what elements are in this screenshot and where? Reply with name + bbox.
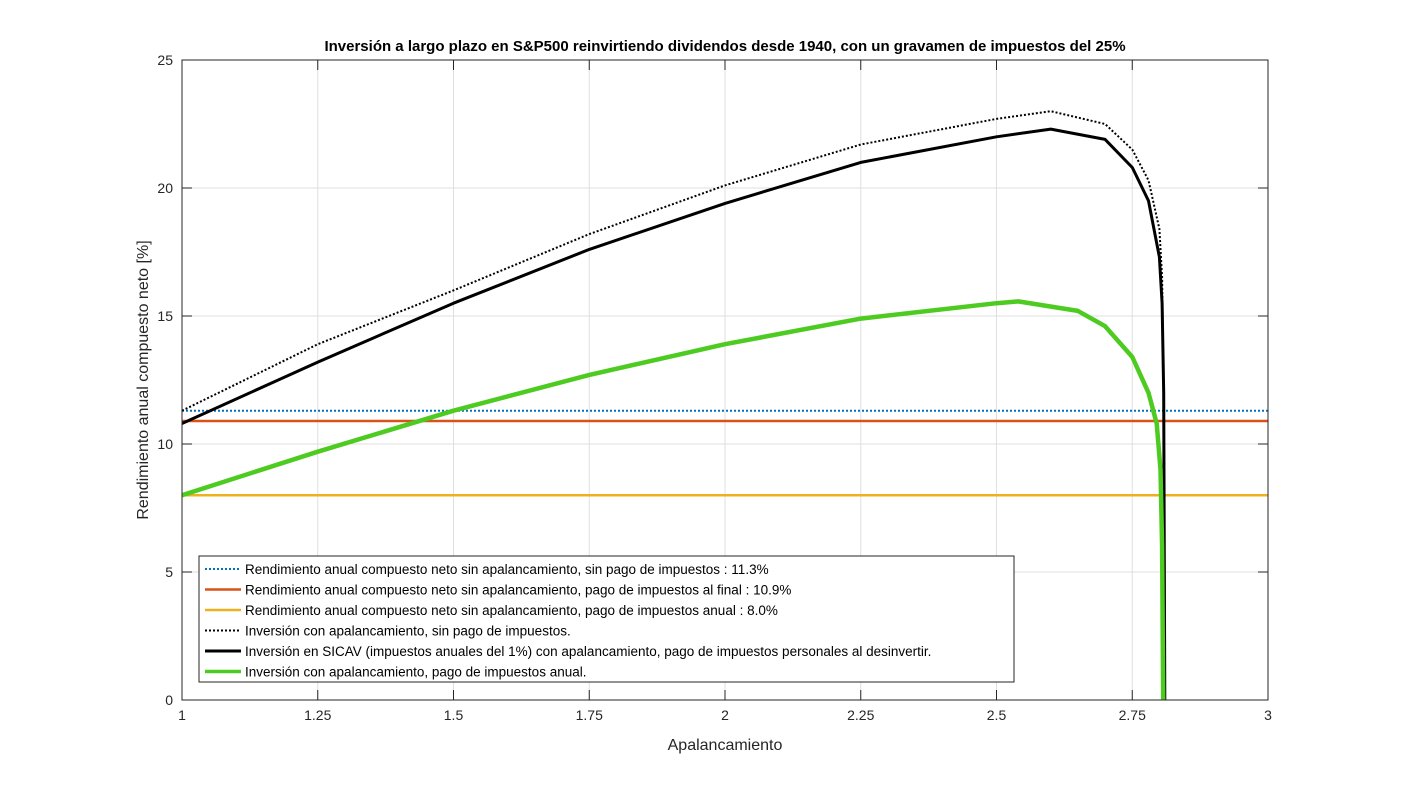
y-tick-label: 5: [165, 564, 173, 580]
series-line-5: [182, 127, 1167, 700]
y-tick-label: 15: [157, 308, 173, 324]
legend-label-6: Inversión con apalancamiento, pago de im…: [245, 665, 586, 680]
legend-label-4: Inversión con apalancamiento, sin pago d…: [245, 624, 571, 639]
axes: 1 1.25 1.5 1.75 2 2.25 2.5 2.75 3 0 5 10 15 20 25: [157, 52, 1272, 723]
x-tick-label: 1.25: [304, 707, 331, 723]
legend-label-5: Inversión en SICAV (impuestos anuales de…: [245, 644, 931, 659]
legend-label-1: Rendimiento anual compuesto neto sin apa…: [245, 562, 769, 577]
legend-label-2: Rendimiento anual compuesto neto sin apa…: [245, 583, 791, 598]
legend-box: [198, 555, 1015, 683]
x-axis-label: Apalancamiento: [668, 737, 783, 754]
y-tick-label: 10: [157, 436, 173, 452]
x-tick-label: 1.75: [576, 707, 603, 723]
legend: Rendimiento anual compuesto neto sin apa…: [198, 555, 1015, 683]
series-line-4: [182, 110, 1166, 700]
x-tick-label: 2.25: [847, 707, 874, 723]
x-tick-label: 3: [1264, 707, 1272, 723]
x-tick-label: 2.75: [1119, 707, 1146, 723]
y-tick-label: 0: [165, 692, 173, 708]
legend-label-3: Rendimiento anual compuesto neto sin apa…: [245, 603, 778, 618]
chart-title: Inversión a largo plazo en S&P500 reinvi…: [324, 38, 1125, 55]
y-tick-label: 20: [157, 180, 173, 196]
y-axis-label: Rendimiento anual compuesto neto [%]: [135, 240, 152, 519]
plot-lines: [182, 110, 1268, 700]
y-tick-label: 25: [157, 52, 173, 68]
x-tick-label: 2.5: [987, 707, 1007, 723]
x-tick-label: 2: [721, 707, 729, 723]
x-tick-label: 1.5: [444, 707, 464, 723]
x-tick-label: 1: [178, 707, 186, 723]
axes-box: [181, 59, 1269, 701]
series-line-6: [182, 299, 1166, 700]
